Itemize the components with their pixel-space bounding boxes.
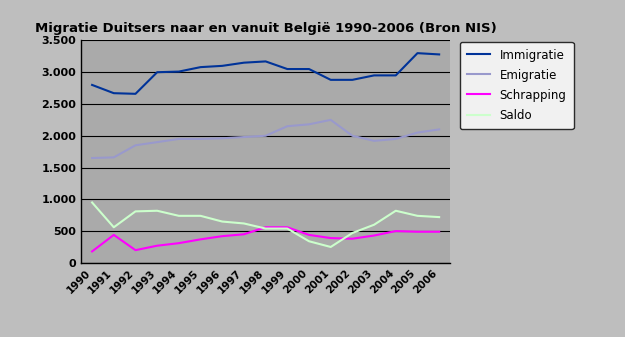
Line: Emigratie: Emigratie [92,120,439,158]
Immigratie [132,92,139,96]
Schrapping [110,233,118,237]
Schrapping [392,229,399,233]
Schrapping [284,225,291,229]
Schrapping [262,225,269,229]
Schrapping [175,241,182,245]
Saldo [414,214,421,218]
Immigratie [414,51,421,55]
Title: Migratie Duitsers naar en vanuit België 1990-2006 (Bron NIS): Migratie Duitsers naar en vanuit België … [35,22,496,35]
Emigratie [305,122,312,126]
Saldo [240,221,248,225]
Schrapping [240,232,248,236]
Emigratie [371,139,378,143]
Immigratie [284,67,291,71]
Schrapping [414,230,421,234]
Emigratie [284,124,291,128]
Immigratie [262,59,269,63]
Saldo [175,214,182,218]
Emigratie [262,134,269,138]
Immigratie [392,73,399,78]
Legend: Immigratie, Emigratie, Schrapping, Saldo: Immigratie, Emigratie, Schrapping, Saldo [459,42,574,129]
Immigratie [197,65,204,69]
Emigratie [392,137,399,141]
Emigratie [88,156,96,160]
Schrapping [327,236,334,240]
Immigratie [240,61,248,65]
Schrapping [349,237,356,241]
Emigratie [175,137,182,141]
Immigratie [153,70,161,74]
Schrapping [197,237,204,241]
Saldo [132,209,139,213]
Line: Saldo: Saldo [92,203,439,247]
Saldo [110,225,118,229]
Schrapping [153,244,161,248]
Immigratie [110,91,118,95]
Saldo [392,209,399,213]
Saldo [262,226,269,231]
Saldo [197,214,204,218]
Emigratie [414,130,421,134]
Immigratie [305,67,312,71]
Schrapping [88,249,96,253]
Immigratie [436,52,443,56]
Saldo [305,239,312,243]
Saldo [436,215,443,219]
Immigratie [88,83,96,87]
Saldo [284,226,291,231]
Schrapping [305,233,312,237]
Emigratie [153,140,161,144]
Saldo [371,223,378,227]
Immigratie [349,78,356,82]
Immigratie [219,64,226,68]
Saldo [327,245,334,249]
Saldo [88,201,96,205]
Emigratie [436,127,443,131]
Emigratie [197,137,204,141]
Schrapping [132,248,139,252]
Schrapping [371,234,378,238]
Line: Immigratie: Immigratie [92,53,439,94]
Schrapping [219,234,226,238]
Immigratie [371,73,378,78]
Emigratie [240,135,248,139]
Saldo [153,209,161,213]
Immigratie [175,69,182,73]
Emigratie [349,134,356,138]
Emigratie [219,136,226,140]
Emigratie [132,143,139,147]
Emigratie [327,118,334,122]
Saldo [219,219,226,223]
Line: Schrapping: Schrapping [92,227,439,251]
Immigratie [327,78,334,82]
Emigratie [110,155,118,159]
Schrapping [436,230,443,234]
Saldo [349,231,356,235]
